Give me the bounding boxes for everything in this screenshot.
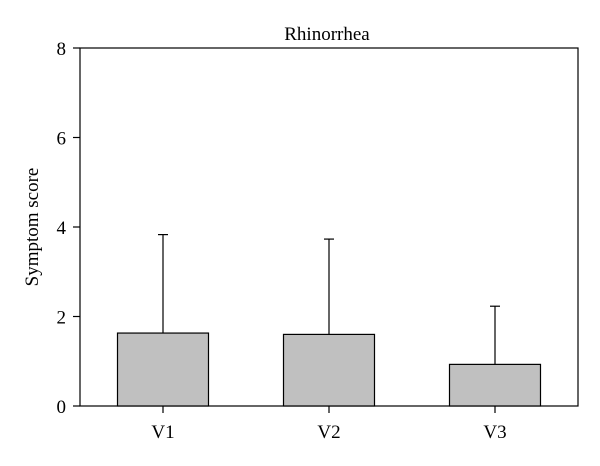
x-axis: V1 V2 V3: [151, 406, 507, 443]
bar-v2: [282, 333, 376, 407]
chart-title: Rhinorrhea: [284, 24, 370, 45]
x-tick-label: V3: [483, 422, 506, 443]
y-axis-label: Symptom score: [22, 168, 43, 287]
y-axis: 0 2 4 6 8: [57, 39, 80, 418]
x-tick-label: V1: [151, 422, 174, 443]
bar-v3: [448, 363, 542, 407]
bar-v1: [116, 332, 210, 407]
y-tick-label: 4: [57, 218, 67, 239]
x-tick-label: V2: [317, 422, 340, 443]
y-tick-label: 2: [57, 308, 67, 329]
y-tick-label: 6: [57, 129, 67, 150]
y-tick-label: 0: [57, 397, 67, 418]
bars: [116, 234, 542, 407]
y-tick-label: 8: [57, 39, 67, 60]
